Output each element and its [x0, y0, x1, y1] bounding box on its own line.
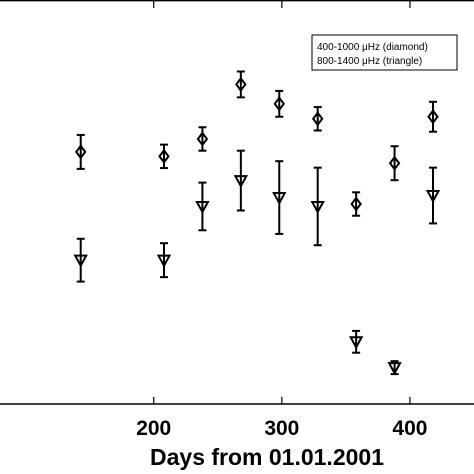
- triangle-point: [156, 254, 172, 268]
- x-tick-label-400: 400: [392, 417, 427, 440]
- error-bar: [76, 133, 85, 170]
- error-bar: [76, 237, 85, 283]
- axes: [0, 0, 474, 405]
- diamond-point: [196, 131, 209, 147]
- x-ticks: 200 300 400: [136, 1, 427, 440]
- error-bar: [159, 143, 168, 170]
- error-bar: [198, 126, 207, 152]
- data-series: [73, 70, 441, 376]
- x-tick-label-300: 300: [264, 417, 299, 440]
- triangle-point: [272, 192, 287, 206]
- legend-box: [311, 34, 458, 71]
- triangle-point: [387, 362, 402, 376]
- error-bar: [429, 166, 438, 225]
- error-bar: [390, 145, 399, 182]
- error-bar: [429, 100, 438, 133]
- diamond-point: [350, 196, 362, 212]
- error-bar: [313, 166, 322, 247]
- error-bar: [198, 181, 207, 232]
- error-bar: [313, 106, 322, 132]
- error-bar: [275, 89, 284, 118]
- triangle-point: [425, 190, 441, 204]
- triangle-point: [348, 336, 364, 350]
- diamond-point: [158, 148, 170, 165]
- error-bar: [159, 242, 168, 279]
- series-triangle: [73, 149, 441, 376]
- diamond-point: [388, 155, 401, 171]
- error-bar: [236, 70, 245, 99]
- legend-entry-diamond: 400-1000 μHz (diamond): [317, 42, 428, 53]
- diamond-point: [235, 76, 247, 93]
- diamond-point: [311, 111, 324, 127]
- series-diamond: [74, 70, 439, 217]
- error-bar: [236, 149, 245, 212]
- triangle-point: [310, 200, 325, 215]
- x-tick-label-200: 200: [136, 417, 171, 440]
- diamond-point: [427, 109, 439, 125]
- x-axis-label: Days from 01.01.2001: [150, 444, 384, 470]
- diamond-point: [273, 96, 286, 112]
- error-bar: [352, 191, 361, 217]
- error-bar: [275, 160, 284, 235]
- triangle-point: [73, 254, 88, 268]
- triangle-point: [233, 175, 249, 189]
- legend: 400-1000 μHz (diamond) 800-1400 μHz (tri…: [311, 34, 458, 71]
- triangle-point: [195, 200, 210, 215]
- diamond-point: [74, 144, 87, 160]
- legend-entry-triangle: 800-1400 μHz (triangle): [317, 56, 422, 67]
